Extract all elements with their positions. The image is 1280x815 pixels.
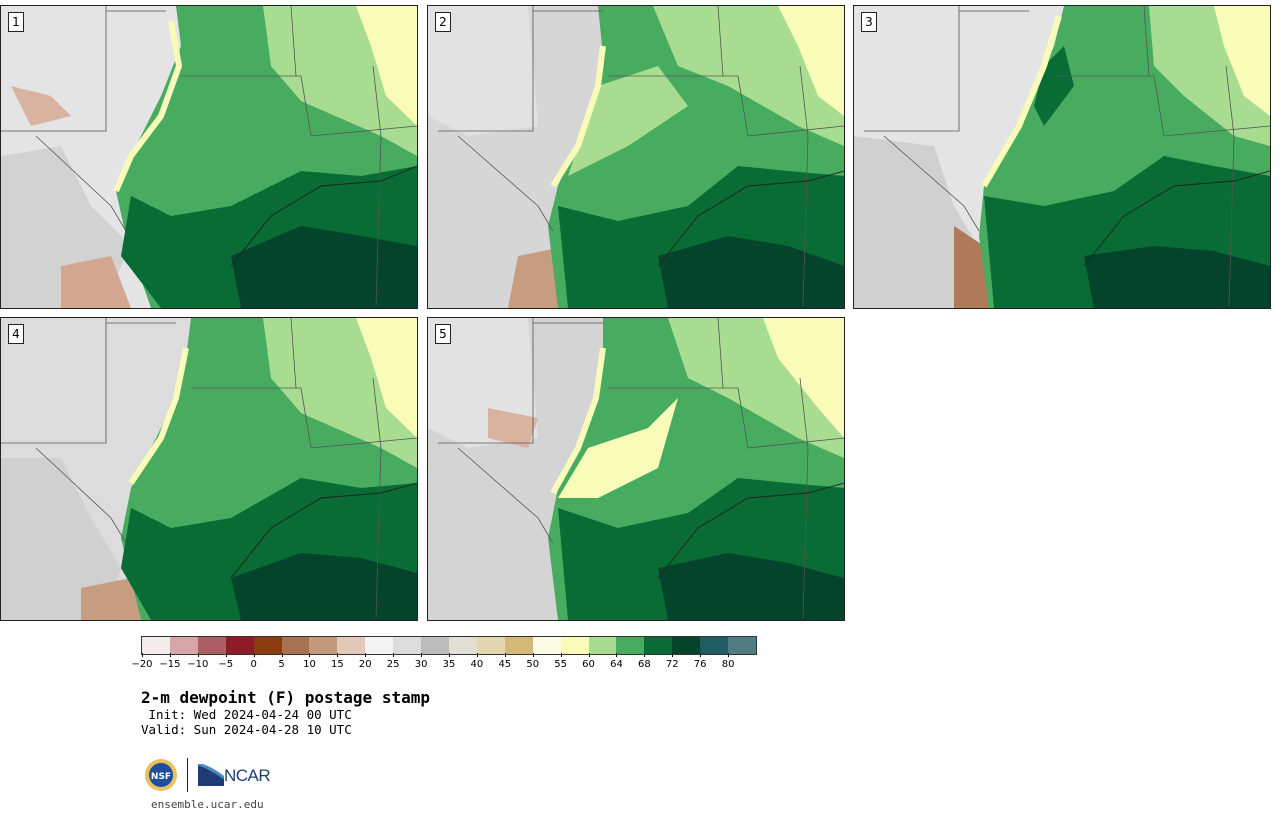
map-panel-5: 5 <box>427 317 845 621</box>
nsf-logo-text: NSF <box>151 772 171 782</box>
colorbar-segment <box>560 637 589 654</box>
colorbar-tick <box>644 653 646 657</box>
map-panel-1: 1 <box>0 5 418 309</box>
colorbar-tick-label: 10 <box>303 659 316 670</box>
colorbar-tick-label: 80 <box>721 659 735 670</box>
dewpoint-map-1 <box>1 6 417 308</box>
sponsor-logos: NSF NCAR <box>144 756 284 794</box>
colorbar-tick-label: 68 <box>637 659 651 670</box>
panel-number-label: 1 <box>8 12 24 32</box>
colorbar-tick-label: 50 <box>526 659 540 670</box>
nsf-seal-icon: NSF <box>145 759 177 791</box>
colorbar-tick-label: −5 <box>218 659 234 670</box>
dewpoint-map-2 <box>428 6 844 308</box>
map-panel-3: 3 <box>853 5 1271 309</box>
dewpoint-map-3 <box>854 6 1270 308</box>
colorbar-tick <box>281 653 283 657</box>
colorbar-segment <box>476 637 505 654</box>
dewpoint-map-5 <box>428 318 844 620</box>
colorbar-tick-label: 64 <box>610 659 623 670</box>
colorbar-tick-label: 5 <box>278 659 285 670</box>
colorbar-segment <box>169 637 198 654</box>
colorbar-tick-label: −20 <box>131 659 153 670</box>
colorbar-segment <box>309 637 338 654</box>
ncar-logo: NCAR <box>198 762 278 788</box>
colorbar-tick <box>532 653 534 657</box>
colorbar-segment <box>504 637 533 654</box>
colorbar-segment <box>365 637 394 654</box>
plot-title: 2-m dewpoint (F) postage stamp <box>141 688 430 707</box>
colorbar-tick <box>365 653 367 657</box>
colorbar-tick <box>560 653 562 657</box>
logo-divider <box>187 758 188 792</box>
colorbar-tick <box>225 653 227 657</box>
colorbar-segment <box>532 637 561 654</box>
colorbar-tick <box>309 653 311 657</box>
colorbar-tick-label: −10 <box>187 659 209 670</box>
dewpoint-map-4 <box>1 318 417 620</box>
colorbar-segment <box>728 637 756 654</box>
colorbar-tick-label: 35 <box>442 659 456 670</box>
colorbar-tick <box>476 653 478 657</box>
colorbar-segment <box>337 637 366 654</box>
ncar-swoosh-icon <box>198 764 224 786</box>
colorbar-tick-label: 25 <box>386 659 400 670</box>
colorbar-ticks: −20 −15 −10 −5 0 5 10 15 20 25 30 35 40 45 50 55 60 64 68 7… <box>131 653 757 673</box>
colorbar-tick <box>672 653 674 657</box>
colorbar-segment <box>700 637 729 654</box>
map-panel-2: 2 <box>427 5 845 309</box>
colorbar-tick-label: 55 <box>554 659 567 670</box>
colorbar-tick <box>253 653 255 657</box>
map-panel-4: 4 <box>0 317 418 621</box>
colorbar-tick-label: 45 <box>498 659 512 670</box>
dewpoint-colorbar <box>141 636 757 655</box>
colorbar-segment <box>448 637 477 654</box>
colorbar-tick <box>421 653 423 657</box>
colorbar-tick <box>337 653 339 657</box>
init-time: Init: Wed 2024-04-24 00 UTC <box>141 707 352 722</box>
colorbar-segment <box>225 637 254 654</box>
colorbar-tick-label: 60 <box>582 659 595 670</box>
colorbar-tick <box>728 653 730 657</box>
panel-number-label: 4 <box>8 324 24 344</box>
colorbar-tick-label: 20 <box>358 659 372 670</box>
colorbar-tick-label: 76 <box>693 659 707 670</box>
colorbar-tick-label: 40 <box>470 659 484 670</box>
colorbar-tick <box>197 653 199 657</box>
panel-number-label: 2 <box>435 12 451 32</box>
colorbar-tick <box>504 653 506 657</box>
colorbar-tick-label: −15 <box>159 659 181 670</box>
colorbar-tick <box>616 653 618 657</box>
colorbar-tick <box>449 653 450 657</box>
colorbar-segment <box>672 637 701 654</box>
colorbar-tick <box>393 653 395 657</box>
valid-time: Valid: Sun 2024-04-28 10 UTC <box>141 722 352 737</box>
colorbar-tick-label: 72 <box>665 659 679 670</box>
colorbar-segment <box>393 637 422 654</box>
colorbar-segment <box>644 637 673 654</box>
panel-number-label: 3 <box>861 12 877 32</box>
colorbar-segment <box>197 637 226 654</box>
colorbar-segment <box>142 637 170 654</box>
colorbar-tick-label: 0 <box>250 659 257 670</box>
panel-number-label: 5 <box>435 324 451 344</box>
colorbar-segment <box>588 637 617 654</box>
site-url: ensemble.ucar.edu <box>151 798 264 811</box>
colorbar-segment <box>253 637 282 654</box>
colorbar-tick <box>700 653 702 657</box>
colorbar-tick <box>169 653 171 657</box>
colorbar-tick-label: 30 <box>414 659 428 670</box>
colorbar-tick <box>588 653 590 657</box>
colorbar-segment <box>281 637 310 654</box>
ncar-logo-text: NCAR <box>224 766 271 785</box>
colorbar-tick <box>142 653 143 657</box>
colorbar-segment <box>421 637 449 654</box>
colorbar-segment <box>616 637 645 654</box>
colorbar-tick-label: 15 <box>330 659 344 670</box>
